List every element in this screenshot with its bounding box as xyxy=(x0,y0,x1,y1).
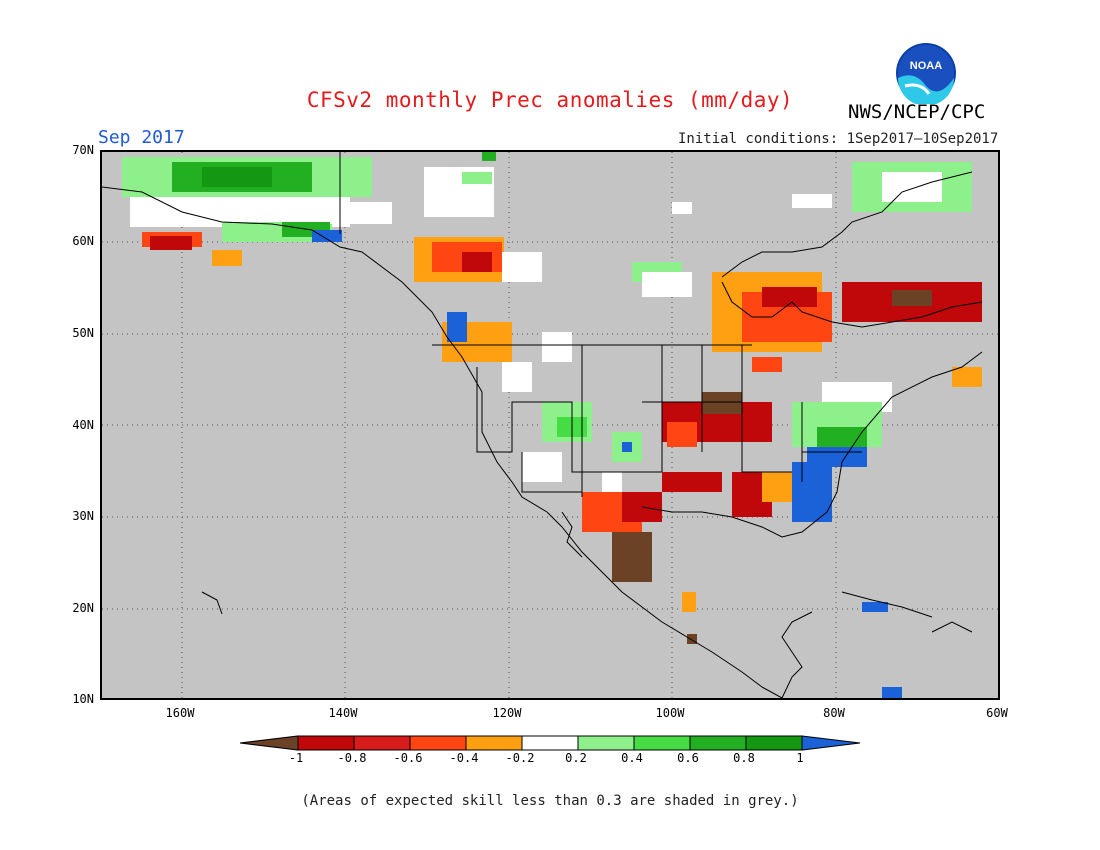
lat-label-60n: 60N xyxy=(72,234,94,248)
anomaly-cells-alaska xyxy=(122,152,972,266)
lon-label-160w: 160W xyxy=(165,706,195,720)
lat-label-30n: 30N xyxy=(72,509,94,523)
colorbar-arrow-low xyxy=(240,735,299,751)
lon-label-140w: 140W xyxy=(328,706,358,720)
svg-text:NOAA: NOAA xyxy=(910,60,942,72)
lon-label-80w: 80W xyxy=(823,706,845,720)
forecast-month: Sep 2017 xyxy=(98,127,185,148)
colorbar-label: 0.8 xyxy=(733,751,755,765)
colorbar-cell xyxy=(521,735,579,751)
lon-label-60w: 60W xyxy=(986,706,1008,720)
anomaly-map xyxy=(100,150,1000,700)
initial-conditions: Initial conditions: 1Sep2017–10Sep2017 xyxy=(678,131,999,147)
agency-label: NWS/NCEP/CPC xyxy=(848,101,986,123)
lat-label-10n: 10N xyxy=(72,692,94,706)
colorbar-cell xyxy=(465,735,523,751)
chart-title: CFSv2 monthly Prec anomalies (mm/day) xyxy=(306,88,794,112)
lat-label-40n: 40N xyxy=(72,418,94,432)
colorbar-label: -0.8 xyxy=(337,751,367,765)
colorbar-arrow-high xyxy=(801,735,860,751)
lat-label-70n: 70N xyxy=(72,143,94,157)
noaa-logo: NOAA xyxy=(896,43,956,104)
colorbar-label: -0.2 xyxy=(505,751,535,765)
lon-label-100w: 100W xyxy=(655,706,685,720)
anomaly-cells-wcanada xyxy=(414,237,572,392)
colorbar-label: -0.6 xyxy=(393,751,423,765)
colorbar-label: 1 xyxy=(796,751,804,765)
lat-label-50n: 50N xyxy=(72,326,94,340)
colorbar-cell xyxy=(745,735,803,751)
colorbar-label: 0.4 xyxy=(621,751,643,765)
colorbar-label: 0.2 xyxy=(565,751,587,765)
anomaly-cells-us xyxy=(522,392,902,698)
map-islands xyxy=(201,591,973,633)
lat-label-20n: 20N xyxy=(72,601,94,615)
colorbar-cell xyxy=(633,735,691,751)
colorbar-cell xyxy=(689,735,747,751)
map-coastlines xyxy=(102,152,983,698)
colorbar-cell xyxy=(577,735,635,751)
footnote: (Areas of expected skill less than 0.3 a… xyxy=(301,793,799,809)
colorbar-cell xyxy=(353,735,411,751)
lon-label-120w: 120W xyxy=(492,706,522,720)
colorbar xyxy=(240,735,860,751)
colorbar-label: -1 xyxy=(288,751,304,765)
anomaly-cells-ecanada xyxy=(632,262,982,412)
colorbar-cell xyxy=(297,735,355,751)
colorbar-cell xyxy=(409,735,467,751)
colorbar-label: 0.6 xyxy=(677,751,699,765)
colorbar-label: -0.4 xyxy=(449,751,479,765)
